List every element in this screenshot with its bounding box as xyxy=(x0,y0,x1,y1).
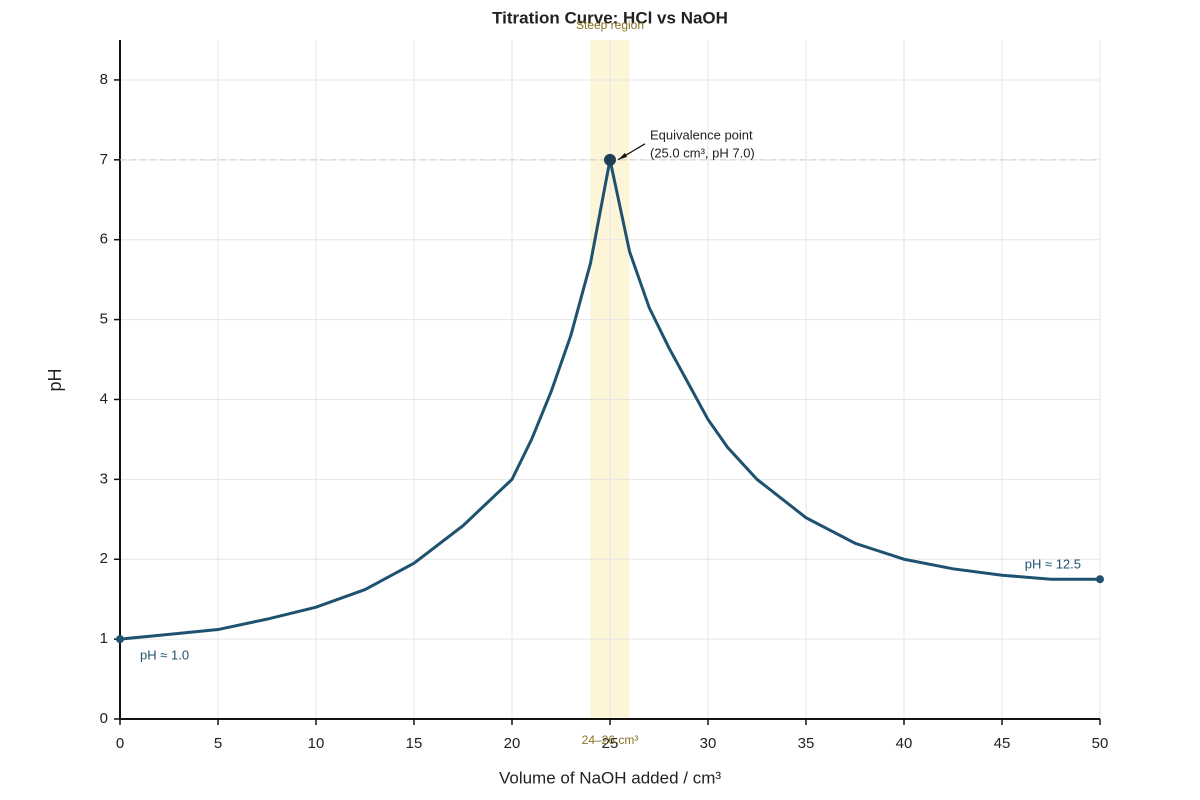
x-tick-label: 0 xyxy=(116,735,124,752)
x-tick-label: 20 xyxy=(504,735,521,752)
x-tick-label: 5 xyxy=(214,735,222,752)
y-tick-label: 3 xyxy=(100,470,108,487)
chart-title: Titration Curve: HCl vs NaOH xyxy=(492,8,728,27)
equivalence-point xyxy=(604,153,616,166)
y-tick-label: 6 xyxy=(100,231,108,248)
x-axis-label: Volume of NaOH added / cm³ xyxy=(499,768,721,787)
x-tick-label: 15 xyxy=(406,735,423,752)
x-tick-label: 30 xyxy=(700,735,717,752)
y-tick-label: 0 xyxy=(100,710,108,727)
x-tick-label: 25 xyxy=(602,735,619,752)
y-tick-label: 8 xyxy=(100,71,108,88)
x-tick-label: 40 xyxy=(896,735,913,752)
x-tick-label: 50 xyxy=(1092,735,1109,752)
end-point xyxy=(1096,575,1104,584)
y-tick-label: 2 xyxy=(100,550,108,567)
y-tick-label: 4 xyxy=(100,390,108,407)
x-tick-label: 45 xyxy=(994,735,1011,752)
region-label: 24–26 cm³ xyxy=(582,733,639,747)
annotation-label: Equivalence point xyxy=(650,127,753,142)
y-tick-label: 7 xyxy=(100,151,108,168)
end-point xyxy=(116,635,124,644)
region-label: Steep region xyxy=(576,18,644,32)
curve xyxy=(119,159,1100,641)
x-tick-label: 10 xyxy=(308,735,325,752)
y-tick-label: 1 xyxy=(100,630,108,647)
start-label: pH ≈ 1.0 xyxy=(140,648,189,663)
end-label: pH ≈ 12.5 xyxy=(1025,557,1081,572)
annotation-arrowhead xyxy=(618,152,627,160)
x-tick-label: 35 xyxy=(798,735,815,752)
annotation-label: (25.0 cm³, pH 7.0) xyxy=(650,145,755,160)
y-axis-label: pH xyxy=(45,368,65,391)
y-tick-label: 5 xyxy=(100,311,108,328)
